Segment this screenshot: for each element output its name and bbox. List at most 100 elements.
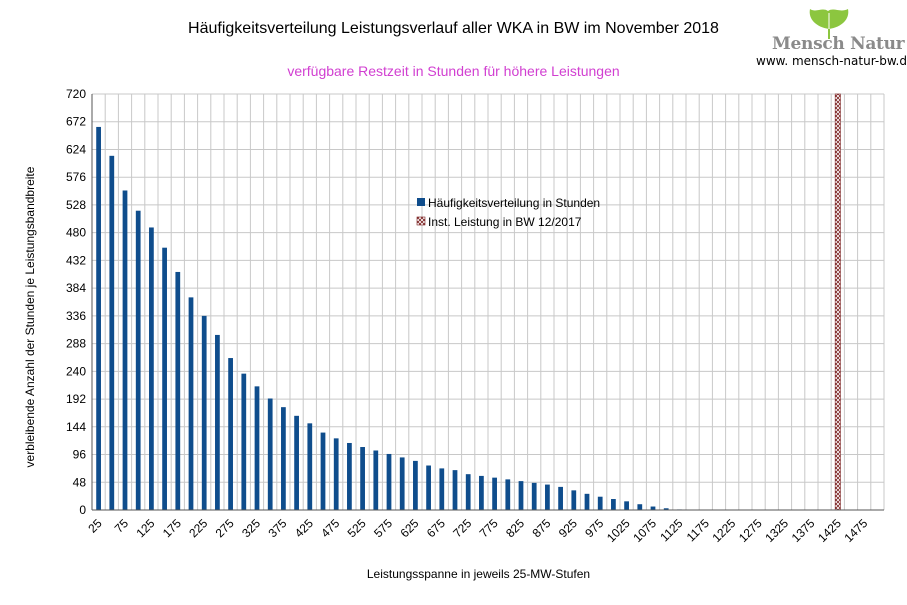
bar xyxy=(637,504,643,510)
x-tick-label: 925 xyxy=(556,516,580,540)
y-tick-label: 720 xyxy=(66,87,86,101)
x-tick-label: 825 xyxy=(503,516,527,540)
x-tick-label: 575 xyxy=(371,516,395,540)
bar xyxy=(188,297,194,510)
x-tick-label: 175 xyxy=(160,516,184,540)
x-tick-label: 675 xyxy=(424,516,448,540)
bar xyxy=(215,334,220,510)
y-tick-label: 624 xyxy=(66,142,86,156)
bar xyxy=(267,398,273,510)
bar xyxy=(109,155,115,511)
bar xyxy=(545,484,550,510)
bar xyxy=(663,508,669,510)
y-tick-label: 672 xyxy=(66,115,86,129)
y-tick-label: 576 xyxy=(66,170,86,184)
bar xyxy=(228,358,233,510)
logo: Mensch Natur www. mensch-natur-bw.de xyxy=(756,5,907,70)
y-tick-label: 288 xyxy=(66,337,86,351)
bar xyxy=(333,438,339,510)
y-tick-label: 144 xyxy=(66,420,86,434)
bar xyxy=(281,407,286,510)
x-tick-label: 275 xyxy=(213,516,237,540)
x-tick-label: 1325 xyxy=(762,516,791,545)
x-tick-label: 425 xyxy=(292,516,316,540)
installed-capacity-marker xyxy=(834,93,841,511)
x-tick-label: 975 xyxy=(582,516,606,540)
bar xyxy=(347,442,352,510)
x-tick-label: 775 xyxy=(477,516,501,540)
x-tick-label: 225 xyxy=(186,516,210,540)
bar xyxy=(531,482,537,510)
bar xyxy=(294,415,299,510)
x-tick-label: 1425 xyxy=(815,516,844,545)
bar xyxy=(611,499,616,510)
x-tick-label: 725 xyxy=(450,516,474,540)
x-tick-label: 1075 xyxy=(630,516,659,545)
bar xyxy=(584,493,590,510)
y-tick-label: 240 xyxy=(66,364,86,378)
logo-name: Mensch Natur xyxy=(772,34,905,54)
x-tick-label: 325 xyxy=(239,516,263,540)
x-tick-label: 875 xyxy=(529,516,553,540)
y-tick-label: 480 xyxy=(66,226,86,240)
x-tick-label: 1475 xyxy=(842,516,871,545)
bar xyxy=(399,457,405,510)
x-axis-label: Leistungsspanne in jeweils 25-MW-Stufen xyxy=(366,567,591,581)
bar xyxy=(96,126,101,510)
bar xyxy=(624,501,629,510)
y-tick-label: 336 xyxy=(66,309,86,323)
bar xyxy=(386,453,392,510)
bar xyxy=(558,486,563,510)
y-tick-label: 432 xyxy=(66,253,86,267)
y-tick-label: 0 xyxy=(79,503,86,517)
x-tick-label: 525 xyxy=(345,516,369,540)
legend-label-installed: Inst. Leistung in BW 12/2017 xyxy=(428,215,582,229)
bar xyxy=(162,247,167,510)
x-tick-label: 1025 xyxy=(604,516,633,545)
legend-swatch-frequency xyxy=(417,198,425,206)
x-tick-label: 25 xyxy=(85,516,105,536)
bar xyxy=(122,190,128,510)
bar xyxy=(492,477,497,510)
bar xyxy=(413,460,418,510)
bar xyxy=(518,481,524,510)
legend-label-frequency: Häufigkeitsverteilung in Stunden xyxy=(428,196,600,210)
bar xyxy=(479,475,484,510)
y-tick-label: 96 xyxy=(73,448,87,462)
x-tick-label: 625 xyxy=(397,516,421,540)
bar xyxy=(373,450,379,510)
x-tick-label: 375 xyxy=(265,516,289,540)
y-tick-label: 48 xyxy=(73,475,87,489)
ginkgo-leaf-icon xyxy=(809,9,849,39)
bar xyxy=(241,373,247,510)
x-tick-label: 75 xyxy=(112,516,132,536)
legend-swatch-installed xyxy=(416,216,426,226)
bar xyxy=(571,490,577,510)
y-tick-label: 528 xyxy=(66,198,86,212)
bar xyxy=(650,506,656,510)
bar xyxy=(505,479,511,510)
bar xyxy=(254,386,260,510)
bar xyxy=(360,447,365,510)
bar xyxy=(320,432,326,510)
x-tick-label: 1125 xyxy=(657,516,685,544)
bar xyxy=(426,465,431,510)
x-tick-label: 1225 xyxy=(710,516,739,545)
bar xyxy=(307,423,313,510)
x-tick-label: 1275 xyxy=(736,516,765,545)
bar xyxy=(201,315,207,510)
x-tick-label: 125 xyxy=(133,516,157,540)
x-tick-label: 1175 xyxy=(684,516,712,544)
x-tick-label: 475 xyxy=(318,516,342,540)
bar xyxy=(452,470,458,510)
logo-url[interactable]: www. mensch-natur-bw.de xyxy=(756,54,907,68)
bar xyxy=(175,271,181,510)
chart-subtitle: verfügbare Restzeit in Stunden für höher… xyxy=(287,63,620,79)
bar xyxy=(135,210,141,510)
y-tick-label: 384 xyxy=(66,281,86,295)
bar xyxy=(597,496,603,510)
x-tick-label: 1375 xyxy=(789,516,818,545)
bar xyxy=(465,474,471,510)
chart-title: Häufigkeitsverteilung Leistungsverlauf a… xyxy=(188,20,719,37)
